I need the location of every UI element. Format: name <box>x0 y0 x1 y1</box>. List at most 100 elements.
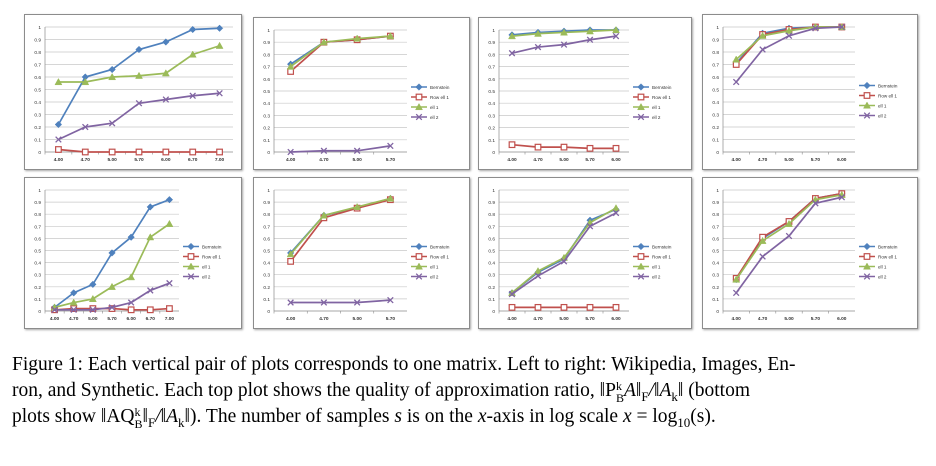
point-bottom-3-1-0 <box>508 303 516 311</box>
legend-entry-bottom-2-2: ell 1 <box>411 262 439 270</box>
legend-entry-bottom-4-3: ell 2 <box>859 273 887 280</box>
point-bottom-2-3-2 <box>353 299 361 306</box>
ytick-bottom-4-0: 0 <box>716 309 719 315</box>
chart-panel-bottom-2: 0 0.1 0.2 0.3 0.4 0.5 0.6 0.7 0.8 0.9 1 4.00 4.70 5.0… <box>253 177 470 329</box>
ytick-top-2-8: 0.8 <box>263 52 270 58</box>
series-line-top-1-3 <box>58 92 220 141</box>
caption-line-2: ron, and Synthetic. Each top plot shows … <box>12 378 926 404</box>
point-bottom-1-2-4 <box>127 273 136 281</box>
caption-text-3a: plots show <box>12 406 96 427</box>
bottom-formula: ‖AQ k B ‖F/‖Ak‖ <box>100 404 191 431</box>
xtick-top-4-3: 5.70 <box>811 157 821 163</box>
series-top-4-3 <box>732 23 846 86</box>
legend-marker-bottom-2-1 <box>415 253 423 260</box>
series-line-bottom-2-3 <box>290 299 391 304</box>
point-bottom-3-1-2 <box>560 303 568 311</box>
legend-label-bottom-3-0: Bernstein <box>652 244 672 249</box>
chart-svg-top-2: 0 0.1 0.2 0.3 0.4 0.5 0.6 0.7 0.8 0.9 1 4.00 4.70 5.0… <box>263 28 450 163</box>
ytick-top-1-5: 0.5 <box>34 88 41 94</box>
point-bottom-1-3-0 <box>51 306 58 314</box>
legend-label-bottom-3-2: ell 1 <box>652 264 661 269</box>
xtick-top-2-2: 5.00 <box>352 157 362 163</box>
xtick-bottom-3-2: 5.00 <box>559 316 569 322</box>
ytick-top-2-5: 0.5 <box>263 89 270 95</box>
legend-marker-top-4-3 <box>863 112 871 119</box>
point-top-4-2-1 <box>758 31 767 39</box>
ytick-bottom-1-5: 0.5 <box>34 249 41 255</box>
ytick-bottom-2-8: 0.8 <box>263 212 270 218</box>
chart-svg-bottom-3: 0 0.1 0.2 0.3 0.4 0.5 0.6 0.7 0.8 0.9 1 4.00 4.70 5.0… <box>488 188 672 322</box>
ytick-bottom-2-10: 1 <box>267 188 270 194</box>
point-bottom-3-1-3 <box>586 303 594 311</box>
series-bottom-1-2 <box>50 219 174 311</box>
legend-label-bottom-1-0: Bernstein <box>202 244 222 249</box>
legend-marker-top-3-0 <box>637 83 645 91</box>
ytick-top-2-7: 0.7 <box>263 65 270 71</box>
ytick-top-2-9: 0.9 <box>263 40 270 46</box>
series-top-2-1 <box>287 32 394 75</box>
point-bottom-1-1-5 <box>146 306 154 314</box>
point-top-4-2-2 <box>785 26 793 34</box>
series-top-1-2 <box>54 41 224 86</box>
legend-label-bottom-3-3: ell 2 <box>652 274 661 279</box>
ytick-top-3-0: 0 <box>492 150 495 156</box>
ytick-bottom-3-5: 0.5 <box>488 249 495 255</box>
legend-entry-bottom-3-3: ell 2 <box>633 273 661 280</box>
point-top-1-2-3 <box>135 71 143 79</box>
point-bottom-4-2-1 <box>758 236 767 244</box>
series-line-top-2-2 <box>290 35 391 68</box>
ytick-bottom-3-8: 0.8 <box>488 212 495 218</box>
series-bottom-2-0 <box>286 194 395 257</box>
ytick-top-2-4: 0.4 <box>263 101 270 107</box>
legend-marker-top-2-2 <box>415 102 423 111</box>
ytick-bottom-4-1: 0.1 <box>712 297 719 303</box>
point-top-1-3-1 <box>82 123 89 131</box>
legend-entry-bottom-3-2: ell 1 <box>633 262 661 270</box>
point-bottom-1-0-4 <box>127 233 135 241</box>
ytick-top-1-4: 0.4 <box>34 100 41 106</box>
legend-entry-bottom-2-0: Bernstein <box>411 242 450 251</box>
point-top-3-2-1 <box>534 29 542 37</box>
series-line-bottom-4-2 <box>735 194 842 281</box>
legend-entry-bottom-4-0: Bernstein <box>859 242 898 251</box>
point-bottom-1-2-1 <box>69 298 78 306</box>
point-bottom-1-2-2 <box>88 294 97 302</box>
series-line-bottom-2-0 <box>289 197 391 254</box>
legend-entry-bottom-2-3: ell 2 <box>411 273 439 280</box>
ytick-bottom-2-1: 0.1 <box>263 297 270 303</box>
point-top-3-3-0 <box>508 49 516 57</box>
legend-label-top-4-3: ell 2 <box>878 113 887 118</box>
ytick-bottom-3-9: 0.9 <box>488 200 495 206</box>
xtick-bottom-2-3: 5.70 <box>386 316 396 322</box>
point-top-1-1-0 <box>55 146 62 153</box>
xtick-bottom-3-1: 4.70 <box>533 316 543 322</box>
legend-marker-bottom-1-0 <box>187 242 195 251</box>
series-bottom-3-1 <box>508 303 620 311</box>
point-bottom-3-2-4 <box>612 204 620 212</box>
xtick-bottom-2-0: 4.00 <box>286 316 296 322</box>
series-top-1-3 <box>55 89 223 143</box>
point-bottom-3-3-4 <box>612 209 620 217</box>
point-bottom-1-0-6 <box>165 196 174 204</box>
ytick-bottom-1-10: 1 <box>38 188 41 194</box>
point-top-4-3-4 <box>838 23 846 31</box>
point-top-1-0-4 <box>162 38 170 46</box>
ytick-top-3-5: 0.5 <box>488 89 495 95</box>
legend-marker-top-2-1 <box>415 93 423 101</box>
xtick-bottom-4-4: 6.00 <box>837 316 847 322</box>
ytick-top-2-6: 0.6 <box>263 77 270 83</box>
point-top-3-3-1 <box>534 43 542 51</box>
legend-entry-top-4-0: Bernstein <box>859 81 898 90</box>
log-eq: = log <box>636 406 678 427</box>
point-top-1-2-1 <box>81 77 90 86</box>
ytick-top-4-6: 0.6 <box>712 75 719 81</box>
legend-label-bottom-1-3: ell 2 <box>202 274 211 279</box>
legend-entry-top-3-3: ell 2 <box>633 113 661 121</box>
series-bottom-2-3 <box>287 296 394 306</box>
legend-entry-top-3-1: Row ell 1 <box>633 93 671 101</box>
caption-line-3: plots show ‖AQ k B ‖F/‖Ak‖). The number of … <box>12 404 926 430</box>
legend-label-top-4-0: Bernstein <box>878 83 898 88</box>
ytick-bottom-2-9: 0.9 <box>263 200 270 206</box>
series-line-bottom-2-2 <box>289 197 391 255</box>
point-bottom-3-3-3 <box>586 223 594 230</box>
